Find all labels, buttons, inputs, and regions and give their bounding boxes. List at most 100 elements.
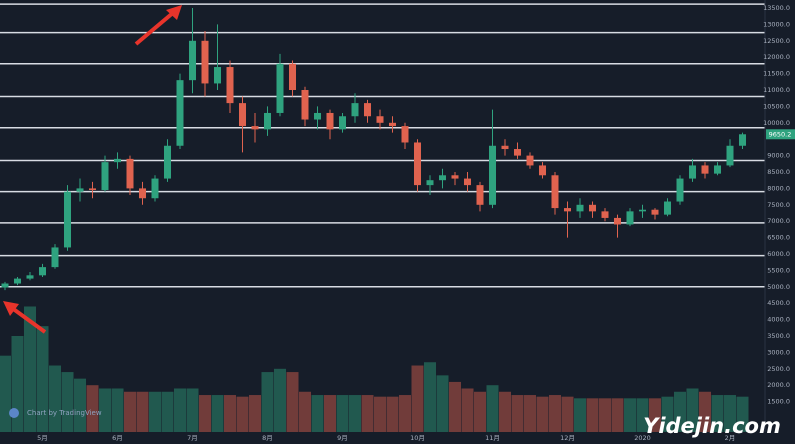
volume-bar (324, 395, 336, 432)
candle-body (326, 112, 334, 130)
plot-area (0, 3, 765, 432)
volume-bar (536, 396, 549, 432)
y-tick-label: 12000.0 (763, 53, 790, 61)
candle-body (251, 126, 259, 130)
volume-bar (124, 391, 136, 432)
candle-body (539, 165, 546, 176)
candle-body (64, 191, 71, 248)
candle-body (514, 149, 521, 156)
candle-body (14, 278, 21, 284)
candle-body (76, 188, 84, 192)
volume-bar (224, 395, 236, 432)
volume-bar (99, 388, 111, 432)
y-tick-label: 13500.0 (763, 4, 790, 12)
candle-body (464, 178, 471, 186)
y-tick-label: 6500.0 (767, 234, 790, 242)
y-tick-label: 5000.0 (767, 283, 790, 291)
volume-bar (711, 395, 724, 432)
candle-body (426, 180, 434, 186)
volume-bar (374, 396, 386, 432)
y-tick-label: 13000.0 (763, 20, 790, 28)
candle-body (51, 247, 59, 268)
candle-body (39, 267, 46, 276)
volume-bar (86, 385, 99, 432)
candle-body (551, 175, 559, 209)
x-tick-label: 8月 (262, 434, 273, 442)
y-tick-label: 9000.0 (767, 152, 790, 160)
candle-body (664, 201, 671, 215)
candle-body (601, 211, 609, 218)
volume-bar (361, 395, 374, 432)
y-tick-label: 1500.0 (767, 398, 790, 406)
volume-bar (449, 381, 461, 432)
candle-body (576, 204, 584, 212)
candle-body (451, 175, 459, 179)
candle-body (689, 165, 696, 179)
volume-bar (511, 395, 524, 432)
candle-body (376, 116, 384, 123)
volume-bar (661, 396, 674, 432)
volume-bar (686, 388, 699, 432)
candle-body (414, 142, 421, 186)
y-tick-label: 8000.0 (767, 184, 790, 192)
x-tick-label: 7月 (187, 434, 198, 442)
y-tick-label: 8500.0 (767, 168, 790, 176)
volume-bar (399, 395, 411, 432)
price-tag (766, 129, 795, 140)
volume-bar (11, 336, 24, 432)
y-tick-label: 4500.0 (767, 299, 790, 307)
candle-body (364, 103, 371, 117)
x-tick-label: 2月 (725, 434, 736, 442)
candle-body (26, 275, 34, 279)
arrow (134, 10, 176, 46)
y-tick-label: 3000.0 (767, 348, 790, 356)
candle-body (226, 67, 234, 104)
y-tick-label: 4000.0 (767, 316, 790, 324)
candle-body (739, 134, 746, 146)
y-tick-label: 7500.0 (767, 201, 790, 209)
volume-bar (611, 398, 624, 432)
arrow (10, 306, 47, 334)
candle-body (114, 158, 121, 163)
candle-body (501, 145, 509, 150)
volume-bar (636, 398, 649, 432)
volume-bar (36, 326, 49, 432)
y-tick-label: 10500.0 (763, 102, 790, 110)
volume-bar (699, 391, 711, 432)
candle-body (714, 165, 721, 174)
x-tick-label: 10月 (410, 434, 425, 442)
volume-bar (424, 362, 436, 432)
volume-bar (486, 385, 499, 432)
volume-bar (274, 368, 286, 432)
candle-body (164, 145, 171, 179)
candle-body (639, 209, 646, 212)
volume-bar (249, 395, 261, 432)
volume-bar (286, 372, 299, 432)
x-tick-label: 6月 (112, 434, 123, 442)
y-tick-label: 12500.0 (763, 37, 790, 45)
candle-body (189, 40, 196, 81)
volume-bar (0, 355, 11, 432)
candle-body (726, 145, 734, 166)
candle-body (339, 116, 346, 130)
volume-bar (386, 396, 399, 432)
volume-bar (211, 395, 224, 432)
y-tick-label: 11500.0 (763, 70, 790, 78)
volume-bar (549, 395, 561, 432)
volume-bar (61, 372, 74, 432)
volume-bar (136, 391, 149, 432)
volume-bar (461, 388, 474, 432)
volume-bar (236, 396, 249, 432)
volume-bar (336, 395, 349, 432)
candle-body (314, 112, 321, 120)
volume-bar (299, 391, 311, 432)
volume-bar (186, 388, 199, 432)
volume-bar (174, 388, 186, 432)
volume-bar (49, 365, 61, 432)
volume-bar (349, 395, 361, 432)
x-tick-label: 12月 (560, 434, 575, 442)
y-tick-label: 2000.0 (767, 381, 790, 389)
candle-body (214, 67, 221, 84)
